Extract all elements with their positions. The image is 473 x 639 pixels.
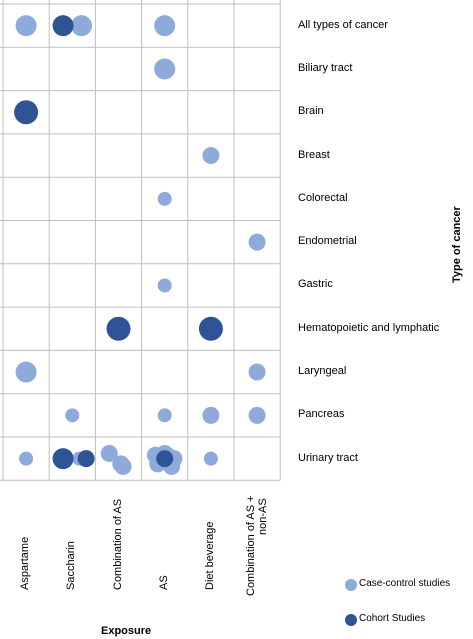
legend-label: Cohort Studies [359,613,426,624]
case-control-study-point [202,147,220,165]
legend-marker [345,614,357,626]
legend-marker [345,579,357,591]
case-control-study-point [100,444,118,462]
case-control-study-point [71,15,93,37]
row-label: Urinary tract [298,451,358,464]
chart-grid [0,0,281,481]
column-label: AS [157,575,170,590]
cohort-study-point [198,316,223,341]
case-control-study-point [114,457,132,475]
row-label: Pancreas [298,408,345,421]
case-control-study-point [65,408,80,423]
column-label: non-AS [257,498,270,535]
cohort-study-point [14,100,39,125]
case-control-study-point [154,58,176,80]
cohort-study-point [77,450,95,468]
row-label: Colorectal [298,191,348,204]
row-label: Biliary tract [298,61,353,74]
row-label: All types of cancer [298,18,388,31]
y-axis-title: Type of cancer [451,206,463,283]
row-label: Gastric [298,278,333,291]
case-control-study-point [157,191,172,206]
cohort-study-point [52,448,74,470]
cohort-study-point [156,450,174,468]
cohort-study-point [52,15,74,37]
column-label: Diet beverage [203,521,216,591]
case-control-study-point [248,406,266,424]
row-label: Breast [298,148,330,161]
row-label: Hematopoietic and lymphatic [298,321,440,334]
case-control-study-point [15,15,37,37]
case-control-study-point [248,363,266,381]
cohort-study-point [106,316,131,341]
case-control-study-point [157,408,172,423]
row-label: Laryngeal [298,365,347,378]
x-axis-title: Exposure [101,625,152,637]
column-label: Saccharin [65,541,78,590]
column-label: Combination of AS [111,498,124,590]
case-control-study-point [203,451,218,466]
case-control-study-point [15,361,37,383]
case-control-study-point [19,451,34,466]
legend-label: Case-control studies [359,578,451,589]
case-control-study-point [202,406,220,424]
row-label: Brain [298,105,324,118]
column-label: Aspartame [19,536,32,590]
row-label: Endometrial [298,235,357,248]
case-control-study-point [157,278,172,293]
column-label: Combination of AS + [245,495,258,596]
chart-points [14,15,266,475]
case-control-study-point [154,15,176,37]
case-control-study-point [248,233,266,251]
